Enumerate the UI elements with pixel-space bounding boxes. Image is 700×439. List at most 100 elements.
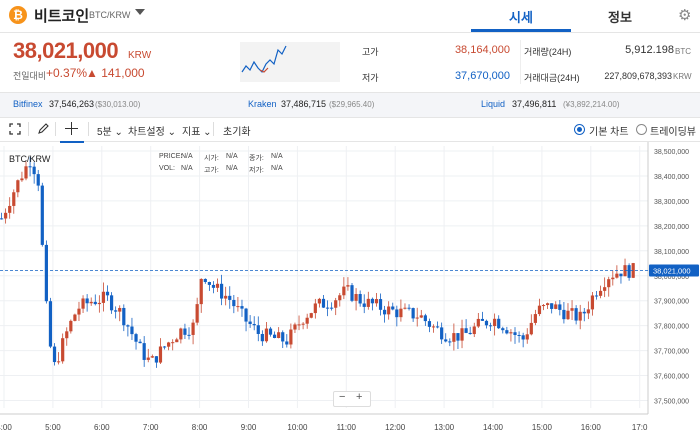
- candle-body: [183, 328, 187, 335]
- candle-body: [427, 321, 432, 327]
- candle-body: [378, 299, 383, 310]
- candle-body: [586, 309, 590, 314]
- candle-body: [224, 295, 228, 299]
- x-tick-label: 8:00: [192, 423, 208, 432]
- x-tick-label: 12:00: [385, 423, 406, 432]
- zoom-in-button[interactable]: +: [356, 391, 363, 403]
- candle-body: [317, 298, 322, 304]
- candle-body: [435, 326, 440, 328]
- candle-body: [289, 329, 293, 345]
- candle-body: [244, 308, 248, 322]
- candle-body: [598, 290, 603, 296]
- candle-body: [297, 324, 301, 326]
- candle-body: [370, 298, 374, 304]
- candle-body: [305, 317, 309, 324]
- candle-body: [93, 301, 97, 305]
- x-tick-label: 10:00: [287, 423, 308, 432]
- divider: [88, 122, 89, 136]
- gear-icon[interactable]: ⚙: [678, 7, 692, 24]
- candlestick-chart[interactable]: 38,500,000 38,400,000 38,300,000 38,200,000…: [0, 142, 700, 434]
- candle-body: [134, 334, 138, 342]
- candle-body: [415, 317, 419, 319]
- y-tick-label: 37,800,000: [654, 324, 689, 331]
- tradingview-radio[interactable]: [636, 124, 647, 135]
- price-unit: KRW: [128, 50, 152, 61]
- interval-select[interactable]: 5분 ⌄: [97, 127, 123, 138]
- candle-body: [191, 322, 195, 335]
- fullscreen-icon[interactable]: [9, 123, 21, 135]
- candle-body: [590, 295, 595, 310]
- tab-market[interactable]: 시세: [509, 10, 533, 25]
- x-tick-label: 14:00: [483, 423, 504, 432]
- y-tick-label: 38,200,000: [654, 224, 689, 231]
- legend-open-value: N/A: [226, 153, 238, 160]
- divider: [55, 122, 56, 136]
- pencil-icon[interactable]: [37, 122, 50, 135]
- candle-body: [574, 308, 578, 321]
- legend-close-value: N/A: [271, 153, 283, 160]
- candle-body: [533, 314, 537, 323]
- tradingview-label[interactable]: 트레이딩뷰: [650, 127, 696, 138]
- y-tick-label: 38,000,000: [654, 274, 689, 281]
- exchange-usd: (¥3,892,214.00): [563, 100, 620, 109]
- legend-price-value: N/A: [181, 153, 193, 160]
- reset-button[interactable]: 초기화: [223, 127, 251, 138]
- exchange-name[interactable]: Liquid: [481, 99, 506, 109]
- legend-low-value: N/A: [271, 165, 283, 172]
- header-bar: ₿ 비트코인 BTC/KRW 시세 정보 ⚙: [0, 0, 700, 33]
- candle-body: [358, 294, 362, 304]
- basic-chart-radio[interactable]: [574, 124, 585, 135]
- candle-body: [240, 306, 244, 309]
- candle-body: [0, 218, 4, 220]
- legend-low-label: 저가:: [249, 167, 264, 174]
- coin-name[interactable]: 비트코인: [34, 8, 90, 25]
- candle-body: [452, 333, 456, 342]
- candle-body: [207, 281, 211, 285]
- volume-unit: BTC: [675, 47, 691, 56]
- candle-body: [488, 325, 493, 327]
- exchange-price: 37,496,811: [512, 99, 557, 109]
- candle-body: [285, 341, 289, 345]
- x-tick-label: 17:0: [632, 423, 648, 432]
- current-price-label: 38,021,000: [653, 267, 691, 276]
- candle-body: [325, 307, 330, 309]
- divider: [213, 122, 214, 136]
- zoom-out-button[interactable]: −: [339, 391, 346, 403]
- chart-toolbar: 5분 ⌄ 차트설정 ⌄ 지표 ⌄ 초기화 기본 차트 트레이딩뷰: [0, 117, 700, 143]
- candle-body: [578, 311, 582, 321]
- candle-body: [338, 295, 342, 301]
- basic-chart-label[interactable]: 기본 차트: [589, 127, 629, 138]
- legend-open-label: 시가:: [204, 155, 219, 162]
- tab-info[interactable]: 정보: [608, 10, 632, 25]
- candle-body: [570, 308, 574, 311]
- chart-canvas[interactable]: 38,500,000 38,400,000 38,300,000 38,200,000…: [0, 142, 700, 434]
- candle-body: [28, 166, 32, 168]
- y-tick-label: 37,700,000: [654, 349, 689, 356]
- candle-body: [256, 325, 260, 334]
- exchange-usd: ($30,013.00): [95, 100, 141, 109]
- candle-body: [395, 309, 399, 318]
- candle-body: [611, 277, 615, 280]
- indicators-button[interactable]: 지표 ⌄: [182, 127, 212, 138]
- low-label: 저가: [362, 73, 379, 83]
- candle-body: [383, 309, 387, 315]
- crosshair-tool[interactable]: [60, 119, 84, 143]
- candle-body: [264, 328, 269, 342]
- candle-body: [497, 318, 501, 329]
- candle-body: [440, 327, 444, 340]
- chart-settings-button[interactable]: 차트설정 ⌄: [128, 127, 176, 138]
- chart-settings-label: 차트설정: [128, 127, 165, 138]
- candle-body: [529, 322, 533, 335]
- candle-body: [150, 356, 154, 358]
- candle-body: [85, 298, 89, 304]
- exchange-name[interactable]: Kraken: [248, 99, 277, 109]
- candle-body: [411, 308, 415, 319]
- candle-body: [122, 307, 126, 326]
- candle-body: [293, 324, 297, 330]
- chevron-down-icon[interactable]: [135, 9, 145, 15]
- exchange-name[interactable]: Bitfinex: [13, 99, 43, 109]
- candle-body: [179, 328, 183, 340]
- amount-value: 227,809,678,393: [604, 71, 672, 81]
- divider: [28, 122, 29, 136]
- x-tick-label: 11:00: [337, 423, 357, 432]
